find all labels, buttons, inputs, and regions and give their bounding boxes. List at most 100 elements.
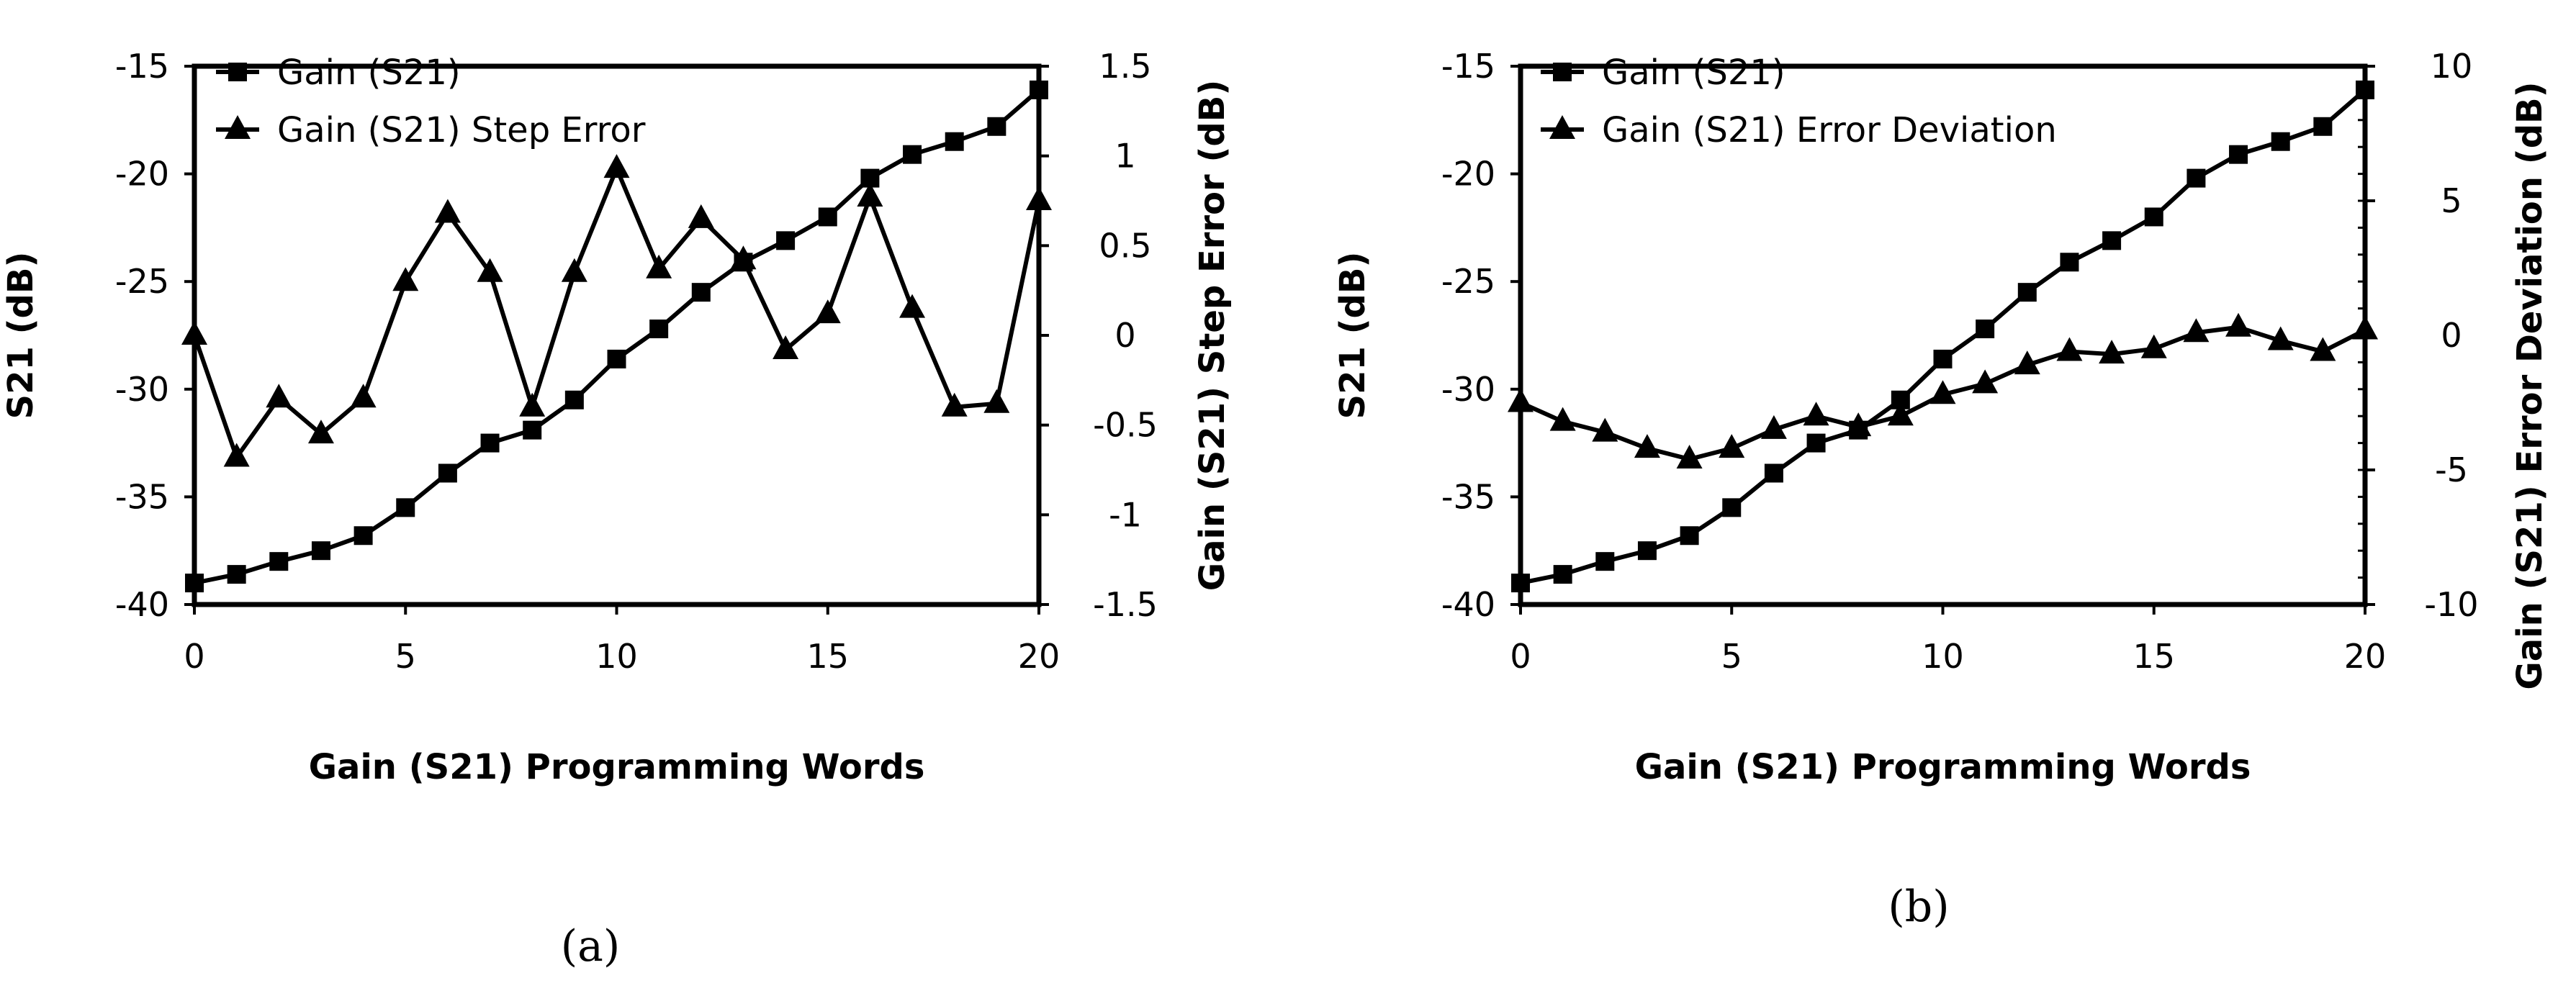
square-marker [1722,498,1742,517]
y2-tick-label: -5 [2435,451,2468,489]
square-marker [776,231,796,250]
square-marker [2271,132,2290,151]
x-tick-label: 10 [1922,637,1964,676]
y2-axis-title: Gain (S21) Error Deviation (dB) [2510,81,2550,689]
square-marker [185,574,204,593]
square-marker [2144,207,2163,227]
y-tick-label: -30 [1441,370,1495,409]
triangle-marker [2056,337,2083,361]
y2-tick-label: 0 [2441,316,2462,355]
chart-a: 0 5 10 15 20 -40 -35 -30 -25 -20 -15 -1.5 -1 -0.5 0 0.5… [1,47,1233,972]
triangle-marker [223,443,250,467]
square-marker [480,433,500,453]
y-tick-label: -35 [115,477,169,516]
panel-label: (b) [1888,882,1949,932]
triangle-marker [773,335,799,359]
square-marker [649,320,669,339]
triangle-marker [2014,350,2040,375]
triangle-marker [350,384,377,408]
y-tick-label: -25 [1441,262,1495,301]
legend-triangle-marker [1549,115,1575,139]
x-tick-label: 15 [2133,637,2175,676]
triangle-marker [730,245,757,270]
square-marker [311,541,330,561]
square-marker [2102,231,2122,250]
square-marker [523,420,542,440]
triangle-marker [181,321,207,345]
x-tick-label: 20 [2344,637,2387,676]
square-marker [1976,320,1995,339]
triangle-marker [1676,445,1703,469]
square-marker [1806,433,1826,453]
x-axis-title: Gain (S21) Programming Words [309,747,925,787]
triangle-marker [561,258,587,282]
y2-tick-label: -10 [2424,585,2478,624]
y-tick-label: -40 [1441,585,1495,624]
panel-label: (a) [561,921,621,972]
square-marker [2187,168,2206,188]
y2-axis-title: Gain (S21) Step Error (dB) [1192,80,1233,592]
triangle-marker [983,389,1010,413]
triangle-marker [1929,380,1956,404]
triangle-marker [1549,407,1576,431]
square-marker [818,207,837,227]
x-axis-title: Gain (S21) Programming Words [1635,747,2251,787]
square-marker [987,117,1006,136]
triangle-marker [1592,417,1618,442]
y2-tick-label: -1 [1109,495,1142,534]
triangle-marker [2183,318,2210,343]
square-marker [396,498,415,517]
y-tick-label: -15 [115,47,169,86]
square-marker [2356,80,2374,99]
square-marker [2313,117,2333,136]
square-marker [1933,349,1953,368]
x-tick-label: 20 [1018,637,1060,676]
legend-label-1: Gain (S21) [1602,53,1785,93]
legend-square-marker [1553,63,1572,81]
square-marker [903,145,922,164]
y-axis-title: S21 (dB) [1333,252,1373,420]
triangle-marker [2352,315,2378,340]
chart-b: 0 5 10 15 20 -40 -35 -30 -25 -20 -15 -10 -5 0 5 10 Gain … [1333,47,2550,932]
x-tick-label: 15 [806,637,849,676]
y2-tick-label: 0 [1114,316,1135,355]
square-marker [227,565,246,584]
y2-tick-label: -1.5 [1093,585,1158,624]
square-marker [2060,253,2079,272]
x-tick-label: 10 [595,637,638,676]
square-marker [1511,574,1530,593]
square-marker [607,349,626,368]
legend-label-2: Gain (S21) Step Error [277,110,646,150]
triangle-marker [1508,388,1534,412]
triangle-marker [1972,369,1999,394]
triangle-marker [2225,312,2252,337]
y2-tick-label: 10 [2431,47,2473,86]
triangle-marker [392,267,419,291]
square-marker [564,390,584,409]
triangle-marker [1887,402,1914,426]
square-marker [691,283,711,302]
y2-tick-label: 1.5 [1099,47,1151,86]
y-tick-label: -35 [1441,477,1495,516]
y-tick-label: -25 [115,262,169,301]
triangle-marker [1719,434,1745,458]
square-marker [353,526,373,545]
triangle-marker [477,258,503,282]
triangle-marker [1026,186,1052,210]
triangle-marker [899,294,926,318]
y-tick-label: -15 [1441,47,1495,86]
square-marker [1637,541,1657,561]
triangle-marker [307,420,334,444]
square-marker [1553,565,1572,584]
triangle-marker [266,384,292,408]
y-tick-label: -20 [115,155,169,194]
square-marker [2229,145,2248,164]
triangle-marker [1803,402,1829,426]
legend-label-1: Gain (S21) [277,53,461,93]
square-marker [2017,283,2037,302]
triangle-marker [941,392,968,417]
y2-tick-label: -0.5 [1093,406,1158,445]
triangle-marker [1634,434,1660,458]
square-marker [945,132,964,151]
